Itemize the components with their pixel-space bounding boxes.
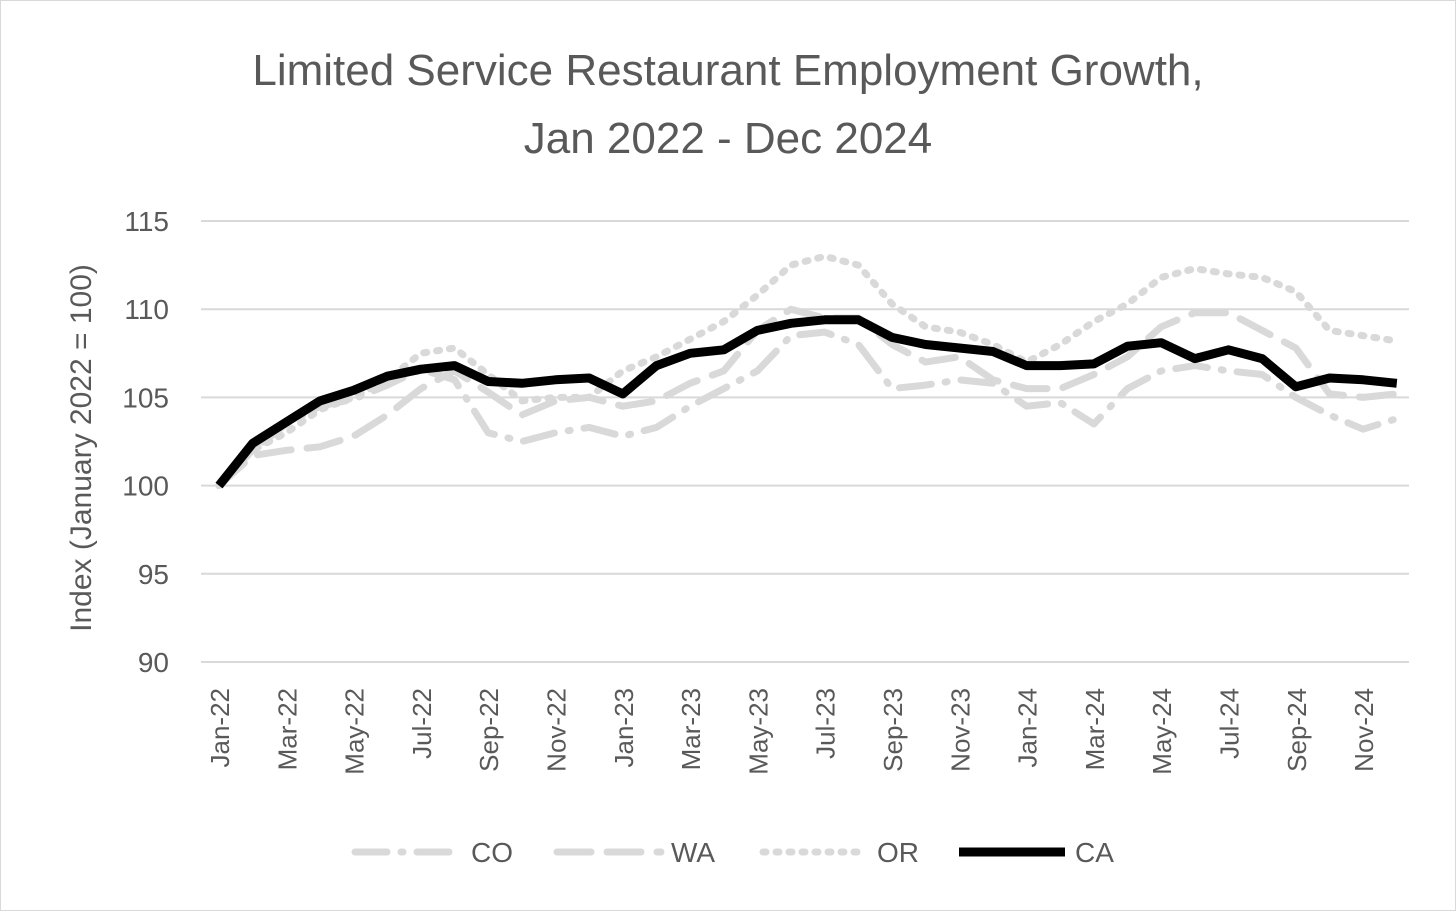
x-tick-label: May-24: [1147, 688, 1177, 775]
y-tick-label: 100: [122, 471, 169, 502]
x-tick-label: Nov-23: [945, 688, 975, 772]
x-tick-label: May-22: [340, 688, 370, 775]
x-tick-label: Jul-24: [1215, 688, 1245, 759]
legend-label-co: CO: [471, 837, 513, 868]
x-tick-label: Jul-23: [811, 688, 841, 759]
series-lines: [215, 252, 1401, 490]
legend-label-wa: WA: [671, 837, 715, 868]
x-tick-label: Mar-23: [676, 688, 706, 770]
x-tick-label: Sep-22: [474, 688, 504, 772]
y-tick-label: 110: [124, 294, 169, 325]
y-tick-label: 105: [122, 382, 169, 413]
x-tick-label: Nov-24: [1349, 688, 1379, 772]
x-tick-label: Mar-24: [1080, 688, 1110, 770]
legend-label-ca: CA: [1075, 837, 1114, 868]
x-tick-label: Sep-23: [878, 688, 908, 772]
gridlines: [201, 220, 1409, 663]
x-tick-label: Jan-22: [205, 688, 235, 768]
y-tick-label: 95: [138, 559, 169, 590]
legend: CO WA OR CA: [351, 837, 1114, 868]
chart-title-line-1: Limited Service Restaurant Employment Gr…: [252, 46, 1203, 95]
series-line-or: [215, 252, 1401, 490]
y-tick-label: 115: [124, 206, 169, 237]
series-line-ca: [215, 315, 1398, 489]
x-tick-label: Jan-23: [609, 688, 639, 768]
series-line-wa: [215, 305, 1401, 490]
legend-label-or: OR: [877, 837, 919, 868]
x-tick-label: May-23: [743, 688, 773, 775]
x-tick-label: Nov-22: [542, 688, 572, 772]
y-axis-ticks: 90 95 100 105 110 115: [122, 206, 169, 678]
x-tick-label: Mar-22: [272, 688, 302, 770]
chart-title-line-2: Jan 2022 - Dec 2024: [524, 114, 933, 163]
x-tick-label: Jan-24: [1013, 688, 1043, 768]
y-tick-label: 90: [138, 647, 169, 678]
y-axis-label: Index (January 2022 = 100): [65, 264, 98, 632]
x-tick-label: Jul-22: [407, 688, 437, 759]
x-tick-label: Sep-24: [1282, 688, 1312, 772]
x-axis-ticks: Jan-22 Mar-22 May-22 Jul-22 Sep-22 Nov-22 Jan-…: [205, 688, 1379, 775]
